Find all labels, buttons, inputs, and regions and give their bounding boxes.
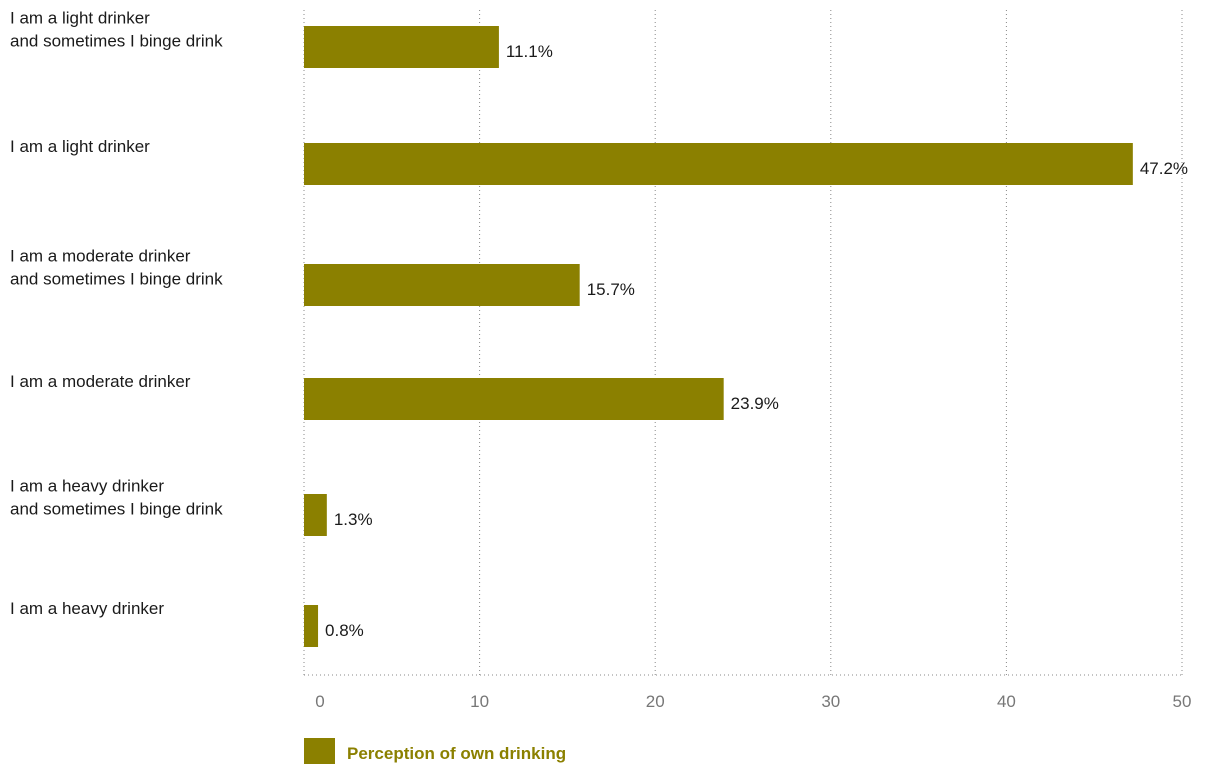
category-label: and sometimes I binge drink [10,500,223,519]
bar [304,26,499,68]
x-tick-label: 50 [1173,692,1192,711]
value-label: 1.3% [334,510,373,529]
bars [304,26,1133,647]
value-label: 47.2% [1140,159,1188,178]
category-label: I am a heavy drinker [10,477,164,496]
legend-label: Perception of own drinking [347,744,566,763]
x-tick-label: 20 [646,692,665,711]
bar [304,605,319,647]
value-labels: 11.1% 47.2% 15.7% 23.9% 1.3% 0.8% [325,42,1188,640]
legend: Perception of own drinking [304,738,566,764]
category-label: I am a heavy drinker [10,599,164,618]
category-label: and sometimes I binge drink [10,32,223,51]
x-tick-label: 30 [821,692,840,711]
category-labels: I am a light drinker and sometimes I bing… [10,9,223,619]
x-tick-label: 40 [997,692,1016,711]
category-label: I am a moderate drinker [10,247,191,266]
legend-swatch [304,738,335,764]
value-label: 15.7% [587,280,635,299]
category-label: I am a moderate drinker [10,372,191,391]
x-tick-label: 0 [315,692,324,711]
bar [304,143,1133,185]
category-label: and sometimes I binge drink [10,270,223,289]
value-label: 11.1% [506,42,553,61]
bar [304,378,724,420]
category-label: I am a light drinker [10,137,150,156]
value-label: 0.8% [325,621,364,640]
x-tick-label: 10 [470,692,489,711]
value-label: 23.9% [731,394,779,413]
bar [304,494,327,536]
x-axis-ticks: 0 10 20 30 40 50 [315,692,1191,711]
category-label: I am a light drinker [10,9,150,28]
grid-lines [303,10,1183,676]
bar [304,264,580,306]
